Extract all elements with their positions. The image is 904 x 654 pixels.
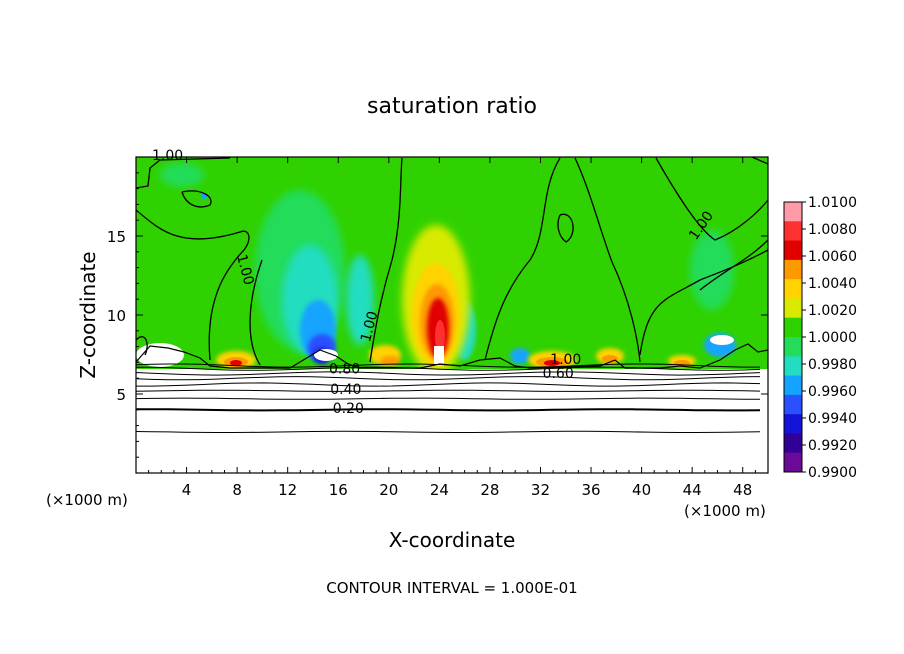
x-tick-label: 16 — [329, 481, 348, 499]
contour-label: 0.20 — [333, 401, 364, 417]
x-tick-label: 12 — [278, 481, 297, 499]
x-tick-label: 32 — [531, 481, 550, 499]
colorbar-label: 0.9920 — [808, 438, 857, 454]
y-axis: 5 10 15 — [107, 172, 768, 458]
contour-interval-note: CONTOUR INTERVAL = 1.000E-01 — [326, 579, 577, 597]
contour-label: 0.60 — [543, 366, 574, 382]
colorbar: 1.0100 1.0080 1.0060 1.0040 1.0020 1.0000 0.99… — [783, 195, 857, 481]
x-axis: 4 8 12 16 20 24 28 32 36 40 44 48 — [148, 157, 756, 499]
isoline — [136, 389, 761, 392]
colorbar-swatch — [784, 356, 802, 377]
contour-label: 0.40 — [330, 382, 361, 398]
x-tick-label: 20 — [379, 481, 398, 499]
saturation-field — [136, 163, 736, 375]
isoline — [136, 397, 761, 400]
colorbar-swatch — [784, 298, 802, 319]
isoline — [136, 371, 761, 376]
x-tick-label: 8 — [232, 481, 242, 499]
colorbar-swatch — [784, 394, 802, 415]
x-tick-label: 4 — [182, 481, 192, 499]
contour-lines-upper — [136, 157, 768, 366]
x-unit-right: (×1000 m) — [684, 502, 766, 520]
chart-title: saturation ratio — [367, 94, 537, 119]
y-tick-label: 5 — [116, 386, 126, 404]
colorbar-swatch — [784, 375, 802, 396]
colorbar-label: 1.0100 — [808, 195, 857, 211]
plot-area — [136, 157, 768, 473]
x-tick-label: 48 — [733, 481, 752, 499]
isoline — [136, 382, 761, 387]
colorbar-swatch — [784, 317, 802, 338]
y-tick-label: 10 — [107, 307, 126, 325]
contour-label: 1.00 — [152, 148, 183, 164]
x-axis-label: X-coordinate — [389, 528, 516, 552]
isoline — [136, 430, 761, 433]
x-unit-left: (×1000 m) — [46, 491, 128, 509]
colorbar-label: 0.9980 — [808, 357, 857, 373]
colorbar-swatch — [784, 202, 802, 222]
colorbar-label: 1.0060 — [808, 249, 857, 265]
y-tick-label: 15 — [107, 228, 126, 246]
colorbar-label: 0.9960 — [808, 384, 857, 400]
contour-label: 1.00 — [550, 352, 581, 368]
isoline — [136, 408, 761, 412]
x-tick-label: 28 — [480, 481, 499, 499]
surface-boundary — [136, 343, 768, 369]
x-tick-label: 24 — [430, 481, 449, 499]
x-tick-label: 44 — [683, 481, 702, 499]
x-tick-label: 40 — [632, 481, 651, 499]
colorbar-label: 0.9900 — [808, 465, 857, 481]
colorbar-label: 0.9940 — [808, 411, 857, 427]
colorbar-label: 1.0080 — [808, 222, 857, 238]
y-axis-label: Z-coordinate — [76, 251, 100, 378]
colorbar-swatch — [784, 337, 802, 357]
colorbar-swatch — [784, 414, 802, 434]
colorbar-swatch — [784, 452, 802, 473]
colorbar-label: 1.0020 — [808, 303, 857, 319]
colorbar-swatch — [784, 433, 802, 454]
colorbar-label: 1.0000 — [808, 330, 857, 346]
contour-label: 0.80 — [329, 361, 360, 377]
colorbar-swatch — [784, 259, 802, 280]
x-tick-label: 36 — [581, 481, 600, 499]
contour-label: 1.00 — [233, 253, 257, 287]
contour-label: 1.00 — [358, 309, 382, 343]
isolines-lower — [136, 363, 761, 433]
colorbar-swatch — [784, 221, 802, 242]
colorbar-label: 1.0040 — [808, 276, 857, 292]
colorbar-swatch — [784, 279, 802, 299]
isoline — [136, 376, 761, 381]
colorbar-swatch — [784, 240, 802, 261]
